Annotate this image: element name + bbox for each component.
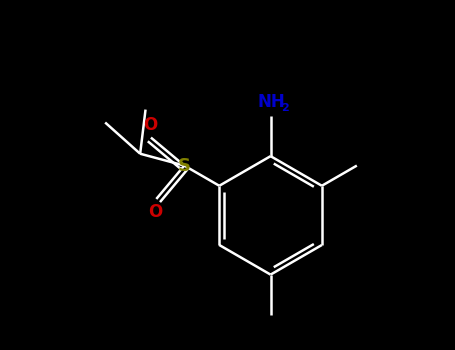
Text: 2: 2 xyxy=(281,103,289,113)
Text: S: S xyxy=(178,156,191,175)
Text: NH: NH xyxy=(257,93,285,111)
Text: O: O xyxy=(148,203,162,222)
Text: O: O xyxy=(143,116,157,134)
